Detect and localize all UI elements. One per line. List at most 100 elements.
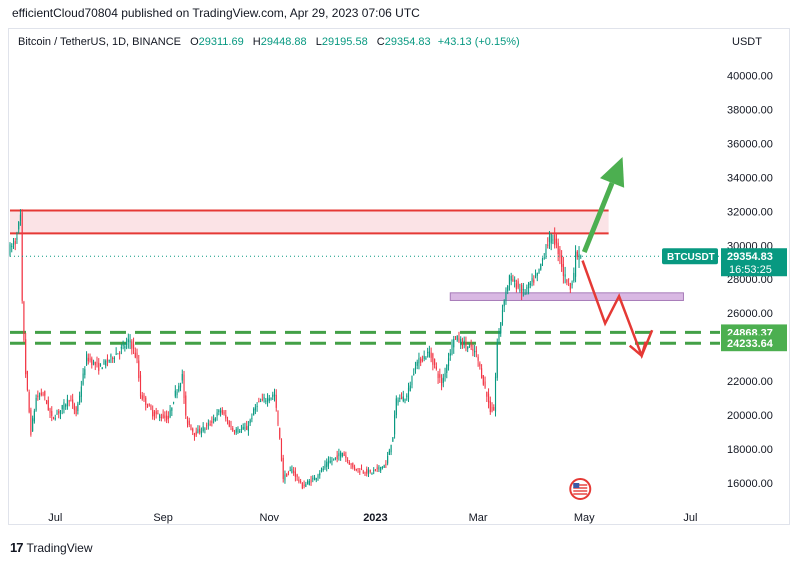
candle-body <box>293 470 295 473</box>
candle-body <box>442 377 444 384</box>
candle-body <box>120 346 122 349</box>
candle-body <box>489 400 491 412</box>
candle-body <box>289 470 291 472</box>
candle-body <box>371 473 373 475</box>
candle-body <box>561 255 563 267</box>
y-tick-label: 32000.00 <box>727 206 773 218</box>
candle-body <box>124 346 126 349</box>
candle-body <box>470 344 472 347</box>
candle-body <box>127 339 129 343</box>
candle-body <box>568 278 570 280</box>
candle-body <box>286 473 288 477</box>
candle-body <box>263 397 265 400</box>
candle-body <box>164 415 166 418</box>
candle-body <box>82 373 84 385</box>
candle-body <box>91 358 93 366</box>
y-tick-label: 18000.00 <box>727 444 773 456</box>
candle-body <box>211 420 213 423</box>
candle-body <box>540 263 542 270</box>
candle-body <box>373 470 375 472</box>
candle-body <box>79 395 81 403</box>
candle-body <box>186 416 189 424</box>
candle-body <box>178 385 180 392</box>
candle-body <box>338 453 340 457</box>
candle-body <box>498 331 500 341</box>
candle-body <box>206 425 208 427</box>
candle-body <box>296 474 298 477</box>
candle-body <box>197 429 199 434</box>
x-tick-label: May <box>574 512 595 524</box>
candle-body <box>317 475 319 478</box>
candle-body <box>484 381 486 388</box>
candle-body <box>145 397 147 406</box>
currency-label: USDT <box>732 36 762 48</box>
candle-body <box>362 471 364 473</box>
candle-body <box>72 399 74 404</box>
bullish-arrow-line <box>581 182 615 254</box>
candle-body <box>557 242 559 255</box>
candle-body <box>225 415 227 419</box>
candle-body <box>277 410 279 425</box>
candle-body <box>508 275 511 285</box>
candle-body <box>420 358 422 363</box>
candle-body <box>394 414 396 435</box>
candle-body <box>247 425 249 432</box>
candle-body <box>96 362 98 364</box>
flag-canton <box>573 483 580 488</box>
candle-body <box>280 439 283 461</box>
x-tick-label: Jul <box>683 512 697 524</box>
candle-body <box>258 401 260 403</box>
candle-body <box>25 339 27 375</box>
candle-body <box>275 394 277 408</box>
candle-body <box>526 287 528 289</box>
candle-body <box>56 413 58 415</box>
candle-body <box>86 354 88 365</box>
legend-symbol: Bitcoin / TetherUS, 1D, BINANCE <box>18 36 182 48</box>
candle-body <box>406 395 408 397</box>
candle-body <box>477 356 479 361</box>
candle-body <box>159 414 161 418</box>
candle-body <box>152 409 154 417</box>
candle-body <box>439 374 441 378</box>
legend-change: +43.13 (+0.15%) <box>437 36 520 48</box>
candle-body <box>334 457 336 459</box>
candle-body <box>486 391 488 397</box>
candle-body <box>134 352 136 358</box>
candle-body <box>266 397 269 402</box>
candle-body <box>270 397 272 399</box>
candle-body <box>388 450 390 455</box>
candle-body <box>77 403 79 412</box>
legend-open: 29311.69 <box>198 36 244 48</box>
candle-body <box>179 383 182 388</box>
candle-body <box>449 353 451 356</box>
candle-body <box>136 352 138 359</box>
bullish-arrow-head-icon <box>600 156 625 188</box>
candle-body <box>347 459 349 461</box>
candle-body <box>52 416 55 419</box>
candle-body <box>404 398 406 401</box>
candle-body <box>131 341 133 349</box>
candle-body <box>491 406 493 412</box>
candle-body <box>282 457 284 479</box>
candle-body <box>414 367 417 370</box>
candle-body <box>494 376 497 412</box>
candle-body <box>183 374 185 399</box>
candle-body <box>428 351 430 357</box>
candle-body <box>385 463 387 465</box>
candle-body <box>30 409 32 435</box>
candle-body <box>129 340 131 343</box>
candle-body <box>112 357 114 360</box>
candle-body <box>413 373 415 375</box>
candle-body <box>303 484 305 486</box>
candle-body <box>576 251 578 257</box>
candle-body <box>139 375 142 397</box>
candle-body <box>343 453 345 457</box>
candle-body <box>435 366 437 369</box>
candle-body <box>463 340 465 344</box>
candle-body <box>63 402 65 410</box>
candle-body <box>162 414 164 419</box>
candle-body <box>534 276 537 278</box>
candle-body <box>65 404 67 407</box>
candle-body <box>26 371 28 390</box>
